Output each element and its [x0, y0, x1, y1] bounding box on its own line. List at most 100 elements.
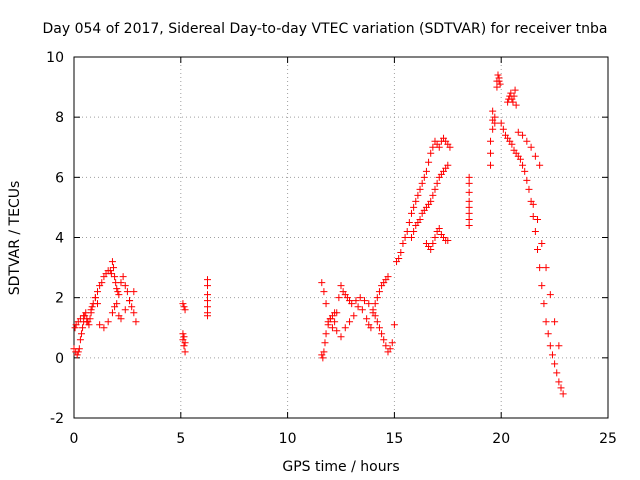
data-point	[113, 285, 121, 293]
data-point	[465, 221, 473, 229]
data-point	[536, 161, 544, 169]
data-point	[126, 297, 134, 305]
data-point	[121, 306, 129, 314]
data-points	[70, 71, 567, 398]
data-point	[181, 339, 189, 347]
data-point	[365, 300, 373, 308]
data-point	[331, 318, 339, 326]
data-point	[83, 318, 91, 326]
data-point	[489, 107, 497, 115]
data-point	[508, 140, 516, 148]
data-point	[180, 303, 188, 311]
data-point	[431, 185, 439, 193]
data-point	[542, 318, 550, 326]
data-point	[93, 288, 101, 296]
data-point	[113, 300, 121, 308]
data-point	[510, 92, 518, 100]
data-point	[429, 191, 437, 199]
data-point	[100, 324, 108, 332]
data-point	[395, 255, 403, 263]
data-point	[77, 330, 85, 338]
data-point	[204, 297, 211, 305]
data-point	[117, 315, 125, 323]
data-point	[380, 336, 388, 344]
data-point	[429, 240, 437, 248]
data-point	[115, 291, 123, 299]
data-point	[536, 264, 544, 272]
data-point	[407, 209, 415, 217]
data-point	[527, 143, 535, 151]
data-point	[333, 327, 341, 335]
data-point	[465, 188, 473, 196]
data-point	[444, 161, 452, 169]
data-point	[429, 143, 437, 151]
data-point	[204, 291, 211, 299]
y-tick-label: 2	[55, 291, 64, 307]
data-point	[496, 80, 504, 88]
x-tick-label: 20	[492, 431, 510, 447]
plot-frame	[73, 56, 609, 419]
data-point	[487, 137, 495, 145]
data-point	[128, 303, 136, 311]
data-point	[91, 294, 99, 302]
y-axis-label: SDTVAR / TECUs	[7, 181, 23, 296]
data-point	[431, 234, 439, 241]
data-point	[534, 215, 542, 223]
data-point	[427, 149, 435, 157]
data-point	[548, 351, 556, 359]
y-tick-labels: -2 0 2 4 6 8 10	[46, 50, 64, 427]
data-point	[435, 143, 443, 151]
data-point	[204, 312, 211, 320]
data-point	[350, 312, 358, 320]
data-point	[540, 300, 548, 308]
y-tick-label: -2	[50, 411, 64, 427]
x-tick-label: 0	[70, 431, 79, 447]
data-point	[410, 203, 418, 211]
data-point	[369, 309, 377, 317]
data-point	[557, 384, 565, 392]
data-point	[80, 312, 88, 320]
data-point	[416, 185, 424, 193]
data-point	[523, 176, 531, 184]
data-point	[322, 300, 330, 308]
x-axis-label: GPS time / hours	[282, 459, 399, 475]
data-point	[318, 279, 326, 287]
data-point	[181, 348, 189, 356]
data-point	[444, 237, 452, 245]
data-point	[414, 191, 422, 199]
chart-title: Day 054 of 2017, Sidereal Day-to-day VTE…	[42, 21, 607, 37]
x-tick-label: 15	[385, 431, 403, 447]
data-point	[425, 158, 433, 166]
data-point	[358, 306, 366, 314]
data-point	[399, 240, 407, 248]
data-point	[511, 86, 519, 94]
data-point	[397, 249, 405, 257]
data-point	[179, 300, 187, 308]
data-point	[204, 303, 211, 311]
data-point	[422, 167, 430, 175]
data-point	[519, 131, 527, 139]
data-point	[487, 149, 495, 157]
data-point	[71, 324, 79, 332]
data-point	[465, 215, 473, 223]
data-point	[551, 318, 559, 326]
data-point	[119, 273, 127, 281]
data-point	[544, 330, 552, 338]
data-point	[465, 197, 473, 205]
data-point	[363, 315, 371, 323]
data-point	[108, 309, 116, 317]
data-point	[86, 315, 94, 323]
data-point	[465, 173, 473, 181]
data-point	[529, 200, 537, 208]
data-point	[499, 125, 507, 133]
x-tick-label: 5	[176, 431, 185, 447]
data-point	[491, 119, 499, 127]
data-point	[382, 342, 390, 350]
data-point	[356, 294, 364, 302]
data-point	[555, 342, 563, 350]
data-point	[519, 161, 527, 169]
data-point	[367, 324, 375, 332]
data-point	[96, 321, 104, 329]
data-point	[204, 276, 211, 284]
data-point	[521, 167, 529, 175]
